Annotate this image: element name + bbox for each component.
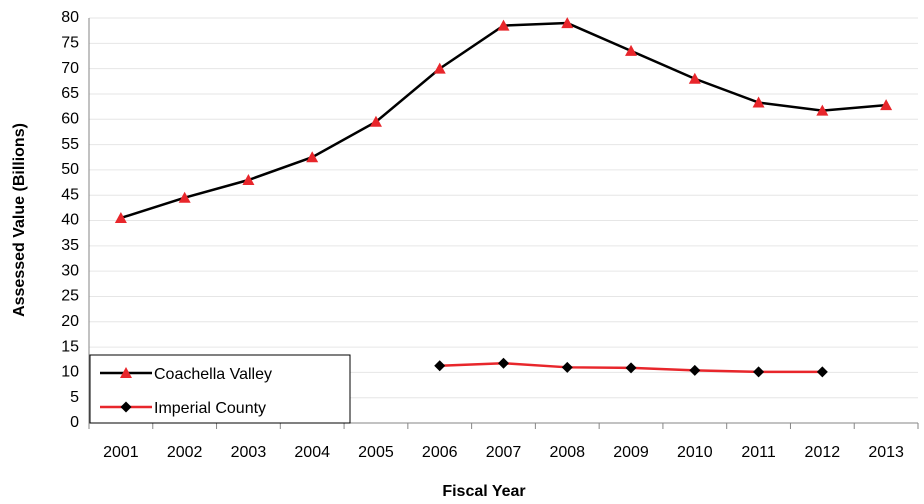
data-point [561,361,573,373]
y-tick-label: 60 [61,110,79,127]
legend-marker [120,367,132,378]
data-point [497,19,510,31]
y-tick-label: 65 [61,85,79,102]
data-point [880,99,893,111]
data-point [689,364,701,376]
x-tick-label: 2010 [677,444,713,461]
x-tick-label: 2009 [613,444,649,461]
y-tick-label: 30 [61,262,79,279]
x-tick-label: 2011 [741,444,776,461]
data-point [433,62,446,74]
x-tick-label: 2002 [167,444,203,461]
data-point [753,366,765,378]
y-tick-label: 55 [61,136,79,153]
data-point [178,191,191,203]
y-tick-label: 75 [61,35,79,52]
y-tick-label: 10 [61,364,79,381]
data-point [306,151,319,163]
x-tick-label: 2006 [422,444,458,461]
data-point [816,104,829,116]
data-point [625,44,638,56]
legend-marker [120,401,132,413]
y-tick-label: 5 [70,389,79,406]
x-tick-label: 2007 [486,444,522,461]
data-point [561,17,574,29]
legend-label: Imperial County [154,400,266,417]
data-point [242,174,255,185]
y-tick-label: 0 [70,414,79,431]
data-point [369,115,382,127]
y-tick-label: 50 [61,161,79,178]
y-tick-label: 70 [61,60,79,77]
y-tick-label: 80 [61,9,79,26]
x-tick-label: 2004 [294,444,330,461]
y-tick-label: 15 [61,338,79,355]
y-tick-label: 25 [61,288,79,305]
x-tick-label: 2001 [103,444,139,461]
x-tick-label: 2012 [805,444,841,461]
data-point [816,366,828,378]
data-point [114,211,127,223]
legend-box [89,354,351,424]
data-point [752,96,765,108]
y-tick-label: 45 [61,186,79,203]
legend-label: Coachella Valley [154,366,272,383]
data-point [625,362,637,374]
data-point [498,357,509,369]
x-axis-label: Fiscal Year [442,483,525,500]
y-tick-label: 35 [61,237,79,254]
y-tick-label: 20 [61,313,79,330]
x-tick-label: 2008 [549,444,585,461]
legend: Coachella Valley Imperial County [89,354,351,424]
x-tick-label: 2013 [868,444,904,461]
series-line [120,21,887,220]
x-tick-label: 2003 [231,444,267,461]
data-point [688,72,701,84]
data-point [434,360,446,372]
y-tick-label: 40 [61,212,79,229]
y-axis-label: Assessed Value (Billions) [11,123,28,317]
x-tick-label: 2005 [358,444,394,461]
